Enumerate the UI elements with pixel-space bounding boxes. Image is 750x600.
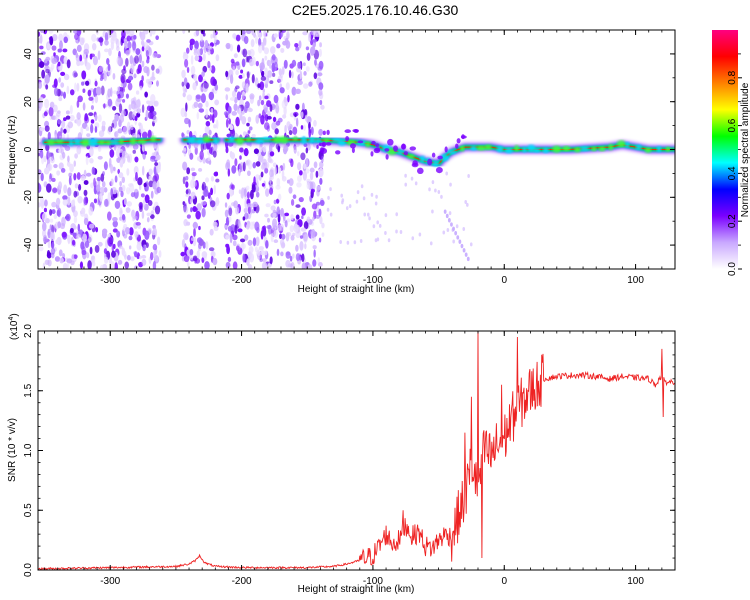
x-tick-label: -300 [100, 576, 120, 587]
spectrogram-x-axis-label: Height of straight line (km) [298, 284, 415, 295]
colorbar-label: Normalized spectral amplitude [740, 82, 750, 217]
spectrogram-noise [38, 30, 473, 269]
spectrogram-ridge [41, 129, 675, 175]
colorbar-tick-label: 0.6 [727, 118, 738, 132]
colorbar-gradient [712, 30, 738, 269]
y-tick-label: 0 [23, 146, 34, 152]
x-tick-label: -100 [363, 576, 383, 587]
snr-series-line [38, 331, 675, 570]
x-tick-label: 0 [501, 576, 507, 587]
spectrogram-y-axis-label: Frequency (Hz) [7, 116, 18, 185]
colorbar-tick-label: 0.0 [727, 262, 738, 276]
snr-frame [37, 330, 676, 571]
x-tick-label: -300 [100, 275, 120, 286]
snr-panel: -300 -200 -100 0 100 0.0 0.5 1.0 1.5 2.0 Height o… [7, 313, 676, 595]
y-tick-label: 2.0 [23, 324, 34, 338]
y-tick-label: 1.5 [23, 383, 34, 397]
spectrogram-heatmap [38, 30, 675, 269]
colorbar-ticks: 0.0 0.2 0.4 0.6 0.8 [727, 53, 742, 276]
svg-text:(x104): (x104) [8, 313, 20, 340]
y-tick-label: 0.0 [23, 563, 34, 577]
x-tick-label: -200 [232, 576, 252, 587]
snr-x-axis-label: Height of straight line (km) [298, 584, 415, 595]
x-tick-label: 100 [627, 275, 644, 286]
colorbar-tick-label: 0.2 [727, 214, 738, 228]
y-tick-label: 0.5 [23, 503, 34, 517]
y-tick-label: -20 [23, 190, 34, 205]
x-tick-label: 0 [501, 275, 507, 286]
y-tick-label: -40 [23, 237, 34, 252]
y-tick-label: 40 [23, 48, 34, 60]
snr-y-multiplier: (x104) [8, 313, 20, 340]
y-tick-label: 1.0 [23, 443, 34, 457]
snr-axes: -300 -200 -100 0 100 0.0 0.5 1.0 1.5 2.0 [23, 324, 676, 587]
colorbar: 0.0 0.2 0.4 0.6 0.8 Normalized spectral ampl… [712, 30, 750, 276]
colorbar-tick-label: 0.8 [727, 70, 738, 84]
colorbar-tick-label: 0.4 [727, 166, 738, 180]
snr-y-axis-label: SNR (10 * v/v) [7, 418, 18, 482]
x-tick-label: -200 [232, 275, 252, 286]
x-tick-label: 100 [627, 576, 644, 587]
x-tick-label: -100 [363, 275, 383, 286]
chart-title: C2E5.2025.176.10.46.G30 [291, 2, 459, 18]
y-tick-label: 20 [23, 96, 34, 108]
